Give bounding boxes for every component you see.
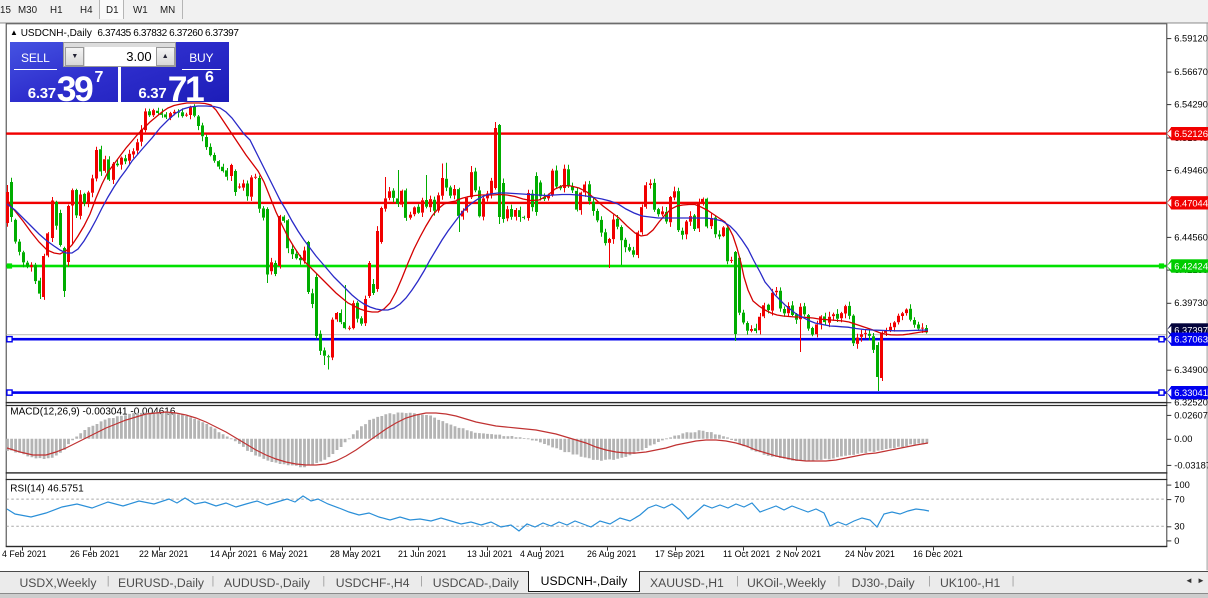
svg-text:2 Nov 2021: 2 Nov 2021 (776, 549, 821, 559)
svg-text:6.56670: 6.56670 (1174, 67, 1208, 77)
svg-text:17 Sep 2021: 17 Sep 2021 (655, 549, 705, 559)
svg-text:6.34900: 6.34900 (1174, 365, 1208, 375)
svg-text:30: 30 (1174, 522, 1184, 532)
svg-text:6.59120: 6.59120 (1174, 34, 1208, 44)
svg-text:6.42424: 6.42424 (1174, 261, 1208, 271)
svg-text:0.00: 0.00 (1174, 434, 1192, 444)
svg-text:4 Aug 2021: 4 Aug 2021 (520, 549, 565, 559)
svg-text:21 Jun 2021: 21 Jun 2021 (398, 549, 447, 559)
svg-text:6.44560: 6.44560 (1174, 232, 1208, 242)
svg-text:6.33041: 6.33041 (1174, 388, 1208, 398)
svg-text:100: 100 (1174, 480, 1190, 490)
svg-text:0.02607: 0.02607 (1174, 410, 1208, 420)
svg-text:6.32520: 6.32520 (1174, 398, 1208, 408)
svg-text:-0.03187: -0.03187 (1174, 460, 1208, 470)
svg-text:6.47044: 6.47044 (1174, 198, 1208, 208)
svg-text:13 Jul 2021: 13 Jul 2021 (467, 549, 513, 559)
svg-text:70: 70 (1174, 495, 1184, 505)
svg-text:6.37397: 6.37397 (1174, 325, 1208, 335)
svg-text:6.39730: 6.39730 (1174, 298, 1208, 308)
svg-text:16 Dec 2021: 16 Dec 2021 (913, 549, 963, 559)
svg-text:0: 0 (1174, 536, 1179, 546)
svg-text:14 Apr 2021: 14 Apr 2021 (210, 549, 258, 559)
svg-text:6 May 2021: 6 May 2021 (262, 549, 308, 559)
svg-text:6.37063: 6.37063 (1174, 335, 1208, 345)
svg-text:22 Mar 2021: 22 Mar 2021 (139, 549, 188, 559)
svg-text:6.52126: 6.52126 (1174, 129, 1208, 139)
svg-text:11 Oct 2021: 11 Oct 2021 (723, 549, 770, 559)
svg-text:6.54290: 6.54290 (1174, 100, 1208, 110)
svg-text:6.49460: 6.49460 (1174, 165, 1208, 175)
svg-text:26 Feb 2021: 26 Feb 2021 (70, 549, 120, 559)
svg-text:26 Aug 2021: 26 Aug 2021 (587, 549, 637, 559)
svg-text:RSI(14) 46.5751: RSI(14) 46.5751 (10, 484, 84, 495)
svg-text:MACD(12,26,9) -0.003041 -0.004: MACD(12,26,9) -0.003041 -0.004616 (10, 407, 176, 418)
svg-text:28 May 2021: 28 May 2021 (330, 549, 381, 559)
svg-text:24 Nov 2021: 24 Nov 2021 (845, 549, 895, 559)
svg-text:4 Feb 2021: 4 Feb 2021 (2, 549, 47, 559)
